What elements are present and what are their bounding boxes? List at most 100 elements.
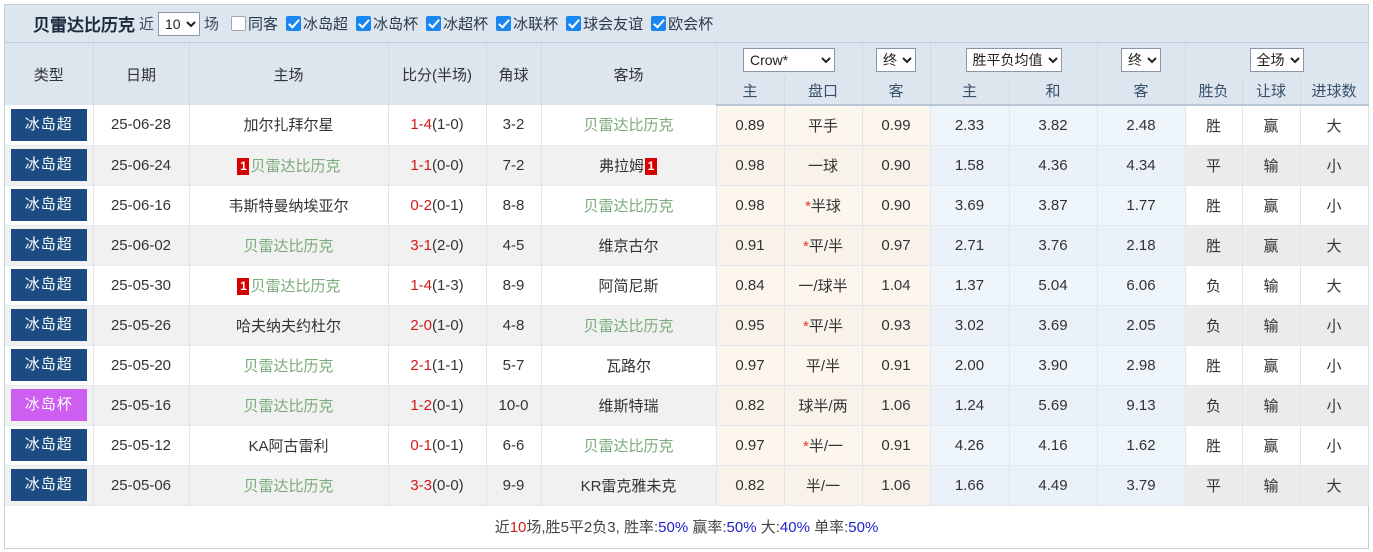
- col-hd-line: 盘口: [784, 77, 863, 106]
- table-row[interactable]: 冰岛杯 25-05-16 贝雷达比历克 1-2(0-1) 10-0 维斯特瑞 0.82 球半/…: [5, 385, 1369, 426]
- home-team-cell[interactable]: KA阿古雷利: [189, 425, 389, 466]
- odds-draw: 3.69: [1009, 305, 1098, 346]
- away-team-cell[interactable]: 维斯特瑞: [541, 385, 717, 426]
- league-badge-cell[interactable]: 冰岛超: [5, 145, 94, 186]
- odds-stage-select[interactable]: 初终: [1121, 48, 1161, 72]
- score-fulltime: 0-2: [410, 196, 432, 214]
- handicap-away-odds: 0.91: [862, 425, 931, 466]
- odds-type-select[interactable]: 胜平负均值欧赔亚盘: [965, 48, 1062, 72]
- match-date: 25-06-16: [93, 185, 190, 226]
- league-badge-cell[interactable]: 冰岛超: [5, 105, 94, 146]
- league-badge-cell[interactable]: 冰岛超: [5, 345, 94, 386]
- away-team-cell[interactable]: 贝雷达比历克: [541, 105, 717, 146]
- home-team-cell[interactable]: 贝雷达比历克: [189, 465, 389, 506]
- recent-count-select[interactable]: 6102030: [158, 11, 201, 36]
- league-filter-5[interactable]: 欧会杯: [645, 13, 713, 34]
- away-team-cell[interactable]: 弗拉姆 1: [541, 145, 717, 186]
- away-team-cell[interactable]: 贝雷达比历克: [541, 305, 717, 346]
- home-team-cell[interactable]: 哈夫纳夫约杜尔: [189, 305, 389, 346]
- table-row[interactable]: 冰岛超 25-05-20 贝雷达比历克 2-1(1-1) 5-7 瓦路尔 0.97 平/半 0.…: [5, 345, 1369, 386]
- league-filter-2[interactable]: 冰超杯: [420, 13, 488, 34]
- period-select[interactable]: 全场半场: [1249, 48, 1304, 72]
- home-team-cell[interactable]: 贝雷达比历克: [189, 345, 389, 386]
- league-label-3: 冰联杯: [513, 16, 559, 33]
- score-cell[interactable]: 2-1(1-1): [388, 345, 487, 386]
- league-label-5: 欧会杯: [668, 16, 714, 33]
- handicap-line: *平/半: [784, 225, 863, 266]
- league-badge-cell[interactable]: 冰岛超: [5, 185, 94, 226]
- score-cell[interactable]: 1-1(0-0): [388, 145, 487, 186]
- league-badge-cell[interactable]: 冰岛超: [5, 305, 94, 346]
- page-title: 贝雷达比历克: [33, 16, 135, 35]
- league-badge-cell[interactable]: 冰岛超: [5, 225, 94, 266]
- league-checkbox-4[interactable]: [566, 16, 582, 31]
- league-checkbox-5[interactable]: [651, 16, 667, 31]
- match-date: 25-05-26: [93, 305, 190, 346]
- handicap-away-odds: 1.06: [862, 385, 931, 426]
- score-fulltime: 1-2: [410, 396, 432, 414]
- corner-cell: 4-5: [486, 225, 542, 266]
- handicap-home-odds: 0.89: [716, 105, 785, 146]
- home-team-cell[interactable]: 贝雷达比历克: [189, 225, 389, 266]
- handicap-company-select[interactable]: Crow*Bet365MacauLadbrokes: [743, 48, 835, 72]
- home-team-cell[interactable]: 韦斯特曼纳埃亚尔: [189, 185, 389, 226]
- result-wdl: 平: [1185, 465, 1243, 506]
- league-badge-cell[interactable]: 冰岛超: [5, 465, 94, 506]
- table-row[interactable]: 冰岛超 25-06-02 贝雷达比历克 3-1(2-0) 4-5 维京古尔 0.91 *平/半…: [5, 225, 1369, 266]
- same-venue-checkbox[interactable]: [231, 16, 247, 31]
- league-checkbox-3[interactable]: [496, 16, 512, 31]
- away-team-cell[interactable]: 贝雷达比历克: [541, 425, 717, 466]
- match-date: 25-05-06: [93, 465, 190, 506]
- score-cell[interactable]: 0-1(0-1): [388, 425, 487, 466]
- league-checkbox-2[interactable]: [426, 16, 442, 31]
- handicap-line-text: 平/半: [805, 357, 841, 375]
- filter-toolbar: 贝雷达比历克 近 6102030 场 同客 冰岛超 冰岛杯 冰超杯 冰联杯 球会友谊 欧会…: [5, 5, 1368, 43]
- league-badge-cell[interactable]: 冰岛杯: [5, 385, 94, 426]
- team-name: 贝雷达比历克: [583, 317, 674, 335]
- league-filter-3[interactable]: 冰联杯: [490, 13, 558, 34]
- league-filter-4[interactable]: 球会友谊: [560, 13, 643, 34]
- summary-footer: 近10场,胜5平2负3, 胜率:50% 赢率:50% 大:40% 单率:50%: [5, 506, 1368, 537]
- home-team-cell[interactable]: 贝雷达比历克: [189, 385, 389, 426]
- score-cell[interactable]: 3-3(0-0): [388, 465, 487, 506]
- table-row[interactable]: 冰岛超 25-06-24 1 贝雷达比历克 1-1(0-0) 7-2 弗拉姆 1 0.98 一球 0…: [5, 145, 1369, 186]
- footer-p4: 负: [592, 518, 608, 536]
- league-filter-0[interactable]: 冰岛超: [280, 13, 348, 34]
- home-team-cell[interactable]: 1 贝雷达比历克: [189, 265, 389, 306]
- home-team-cell[interactable]: 1 贝雷达比历克: [189, 145, 389, 186]
- score-cell[interactable]: 3-1(2-0): [388, 225, 487, 266]
- league-checkbox-1[interactable]: [356, 16, 372, 31]
- away-team-cell[interactable]: KR雷克雅未克: [541, 465, 717, 506]
- corner-cell: 6-6: [486, 425, 542, 466]
- league-filter-1[interactable]: 冰岛杯: [350, 13, 418, 34]
- away-team-cell[interactable]: 阿简尼斯: [541, 265, 717, 306]
- handicap-stage-select[interactable]: 初终: [876, 48, 916, 72]
- team-name: 韦斯特曼纳埃亚尔: [228, 197, 349, 215]
- league-checkbox-0[interactable]: [286, 16, 302, 31]
- table-row[interactable]: 冰岛超 25-05-30 1 贝雷达比历克 1-4(1-3) 8-9 阿简尼斯 0.84 一/球…: [5, 265, 1369, 306]
- table-row[interactable]: 冰岛超 25-05-26 哈夫纳夫约杜尔 2-0(1-0) 4-8 贝雷达比历克 0.95 *…: [5, 305, 1369, 346]
- table-row[interactable]: 冰岛超 25-05-06 贝雷达比历克 3-3(0-0) 9-9 KR雷克雅未克 0.82 半…: [5, 465, 1369, 506]
- handicap-line: 球半/两: [784, 385, 863, 426]
- table-row[interactable]: 冰岛超 25-05-12 KA阿古雷利 0-1(0-1) 6-6 贝雷达比历克 0.97 *半…: [5, 425, 1369, 466]
- score-cell[interactable]: 1-2(0-1): [388, 385, 487, 426]
- score-cell[interactable]: 2-0(1-0): [388, 305, 487, 346]
- league-badge-cell[interactable]: 冰岛超: [5, 425, 94, 466]
- table-row[interactable]: 冰岛超 25-06-16 韦斯特曼纳埃亚尔 0-2(0-1) 8-8 贝雷达比历克 0.98…: [5, 185, 1369, 226]
- handicap-star-icon: *: [802, 437, 809, 455]
- score-fulltime: 1-1: [410, 156, 432, 174]
- score-cell[interactable]: 1-4(1-3): [388, 265, 487, 306]
- handicap-away-odds: 0.90: [862, 145, 931, 186]
- score-cell[interactable]: 1-4(1-0): [388, 105, 487, 146]
- home-team-cell[interactable]: 加尔扎拜尔星: [189, 105, 389, 146]
- result-handicap: 输: [1242, 265, 1301, 306]
- away-team-cell[interactable]: 贝雷达比历克: [541, 185, 717, 226]
- away-team-cell[interactable]: 瓦路尔: [541, 345, 717, 386]
- table-row[interactable]: 冰岛超 25-06-28 加尔扎拜尔星 1-4(1-0) 3-2 贝雷达比历克 0.89 平手…: [5, 105, 1369, 146]
- away-team-cell[interactable]: 维京古尔: [541, 225, 717, 266]
- league-badge-cell[interactable]: 冰岛超: [5, 265, 94, 306]
- score-cell[interactable]: 0-2(0-1): [388, 185, 487, 226]
- league-badge: 冰岛超: [10, 349, 87, 381]
- same-venue-checkbox-wrap[interactable]: 同客: [225, 13, 278, 34]
- same-venue-label: 同客: [248, 16, 279, 33]
